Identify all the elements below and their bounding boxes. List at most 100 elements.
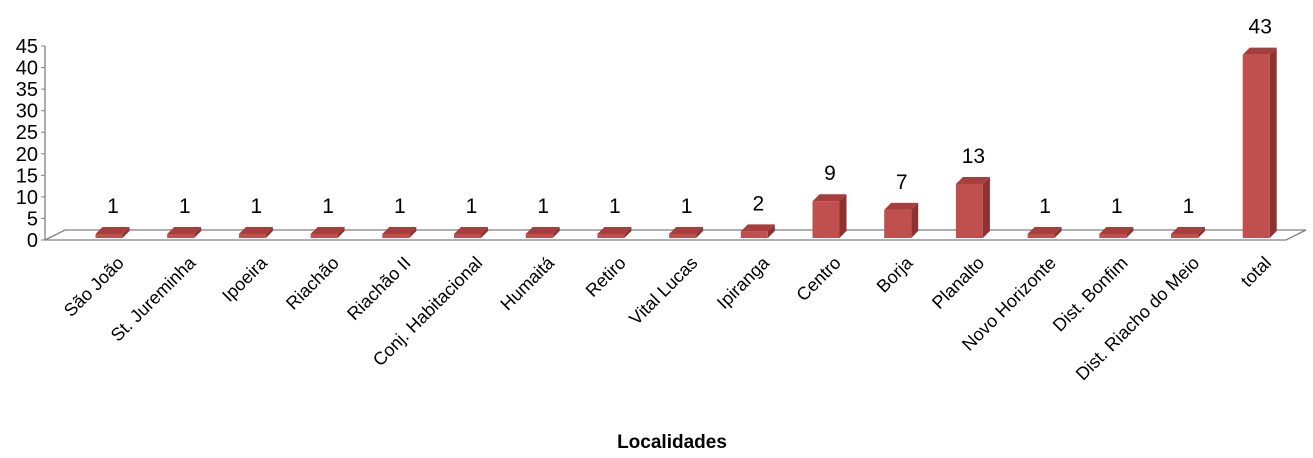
bar-front xyxy=(1171,234,1198,238)
bar-side xyxy=(911,202,919,238)
bar-top xyxy=(310,227,345,234)
bar xyxy=(525,227,560,238)
bar-side xyxy=(696,227,704,238)
bar-top xyxy=(1171,227,1205,234)
data-label: 1 xyxy=(1039,195,1051,218)
bar xyxy=(454,227,488,238)
y-tick-label: 20 xyxy=(16,144,38,166)
bar-top xyxy=(382,227,417,234)
bar-front xyxy=(1027,234,1055,238)
bar-side xyxy=(1269,47,1277,238)
y-tick-label: 30 xyxy=(16,101,38,123)
bar xyxy=(669,227,704,238)
bars-layer xyxy=(95,47,1277,238)
y-tick-label: 5 xyxy=(27,208,38,230)
bar-front xyxy=(955,183,983,238)
bar-side xyxy=(409,227,417,238)
bar-top xyxy=(95,227,130,234)
bar-top xyxy=(238,227,273,234)
bar-side xyxy=(982,176,990,238)
y-tick-label: 40 xyxy=(16,58,38,80)
bar xyxy=(1171,227,1205,238)
data-label: 1 xyxy=(1183,195,1195,218)
bar-top xyxy=(955,176,990,184)
bar-front xyxy=(167,234,195,238)
data-label: 2 xyxy=(752,192,764,215)
bar xyxy=(812,194,847,238)
data-label: 1 xyxy=(1111,195,1123,218)
bar-front xyxy=(382,234,410,238)
y-tick-label: 10 xyxy=(16,187,38,209)
bar-front xyxy=(740,231,768,238)
y-tick-label: 25 xyxy=(16,122,38,144)
bar-front xyxy=(597,234,625,238)
bar-front xyxy=(1242,54,1270,238)
bar-top xyxy=(1099,227,1134,234)
bar-top xyxy=(1027,227,1062,234)
bar xyxy=(310,227,345,238)
bar-front xyxy=(669,234,697,238)
x-tick-label: Riachão II xyxy=(343,253,414,324)
bar-front xyxy=(454,234,481,238)
bar-side xyxy=(337,227,345,238)
bar-top xyxy=(669,227,704,234)
bar-front xyxy=(95,234,123,238)
data-label: 1 xyxy=(537,195,549,218)
x-tick-label: Dist. Riacho do Meio xyxy=(1072,253,1204,385)
data-label: 1 xyxy=(466,195,478,218)
bar xyxy=(955,176,990,238)
bar xyxy=(884,202,919,238)
data-label: 1 xyxy=(322,195,334,218)
x-tick-label: São João xyxy=(60,253,128,321)
bar-top xyxy=(525,227,560,234)
data-label: 1 xyxy=(179,195,191,218)
bar xyxy=(95,227,130,238)
x-tick-label: Borja xyxy=(873,252,918,297)
bar-top xyxy=(884,202,919,210)
bar xyxy=(1099,227,1134,238)
x-tick-label: Ipiranga xyxy=(713,252,774,313)
x-tick-label: Vital Lucas xyxy=(625,253,701,329)
bar xyxy=(740,224,775,238)
bar xyxy=(167,227,202,238)
bar-top xyxy=(167,227,202,234)
bar-side xyxy=(552,227,560,238)
y-tick-label: 0 xyxy=(27,230,38,252)
data-label: 1 xyxy=(681,195,693,218)
bar-side xyxy=(1054,227,1062,238)
bar xyxy=(597,227,632,238)
bar-side xyxy=(839,194,847,238)
y-tick-label: 45 xyxy=(16,36,38,58)
bar-side xyxy=(481,227,488,238)
data-label: 1 xyxy=(394,195,406,218)
bar-top xyxy=(454,227,488,234)
x-axis-title: Localidades xyxy=(617,432,727,453)
bar xyxy=(1242,47,1277,238)
data-label: 13 xyxy=(962,145,985,168)
bar xyxy=(382,227,417,238)
data-label: 1 xyxy=(251,195,263,218)
chart-floor xyxy=(44,229,1307,241)
bar-front xyxy=(238,234,266,238)
bar-side xyxy=(265,227,273,238)
bar-top xyxy=(812,194,847,202)
bar-front xyxy=(525,234,553,238)
bar-front xyxy=(812,201,840,238)
y-tick-label: 35 xyxy=(16,79,38,101)
bar-top xyxy=(1242,47,1277,55)
data-label: 9 xyxy=(824,162,836,185)
bar-side xyxy=(624,227,632,238)
x-tick-label: Retiro xyxy=(582,253,630,301)
x-tick-label: Centro xyxy=(792,253,844,305)
bar-side xyxy=(767,224,775,238)
data-label: 1 xyxy=(609,195,621,218)
bar-front xyxy=(310,234,338,238)
bar-side xyxy=(194,227,202,238)
x-tick-label: Riachão xyxy=(282,253,343,314)
bar xyxy=(1027,227,1062,238)
bar-top xyxy=(597,227,632,234)
data-label: 43 xyxy=(1249,16,1272,39)
x-tick-label: Ipoeira xyxy=(218,252,272,306)
